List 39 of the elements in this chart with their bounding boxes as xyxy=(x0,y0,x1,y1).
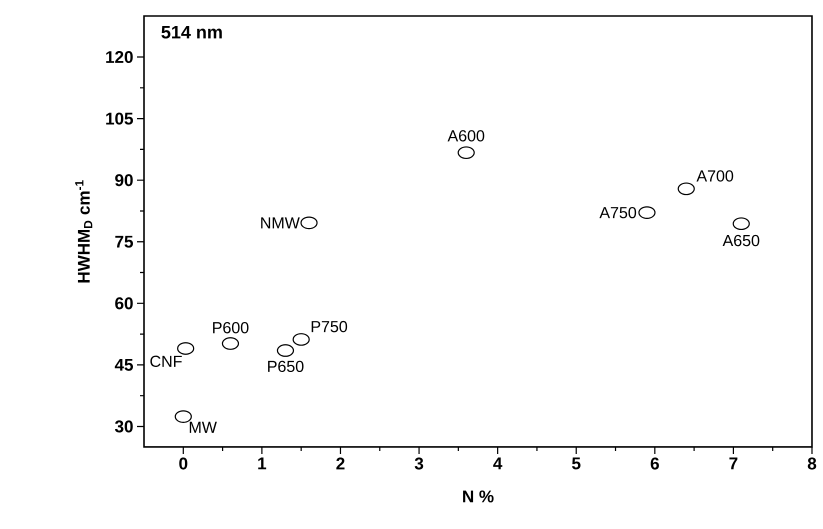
annotation: P650 xyxy=(268,360,304,372)
annotation: A650 xyxy=(722,234,760,246)
y-tick-label: 105 xyxy=(106,112,133,125)
x-tick-label: 5 xyxy=(572,458,580,470)
y-tick-label: 45 xyxy=(114,358,133,371)
annotation: 514 nm xyxy=(161,26,222,39)
point xyxy=(458,146,475,160)
x-axis-title: N % xyxy=(463,490,494,502)
x-tick-label: 4 xyxy=(493,458,502,470)
y-tick-label: 90 xyxy=(115,174,133,186)
x-tick-label: 7 xyxy=(729,458,738,470)
point xyxy=(300,216,318,230)
annotation: A700 xyxy=(696,170,734,182)
x-tick-label: 3 xyxy=(414,458,424,470)
point xyxy=(276,344,294,357)
y-tick-label: 75 xyxy=(115,236,133,248)
annotation: CNF xyxy=(150,356,182,367)
annotation: P600 xyxy=(213,322,248,334)
y-axis-title: HWHM$_{D}$ cm$^{-1}$ xyxy=(75,180,92,282)
point xyxy=(638,206,656,219)
x-tick-label: 0 xyxy=(179,458,188,470)
point xyxy=(222,337,240,350)
annotation: A750 xyxy=(599,206,636,218)
annotation: P750 xyxy=(312,320,348,332)
point xyxy=(174,410,192,423)
y-tick-label: 30 xyxy=(114,420,133,432)
x-tick-label: 1 xyxy=(258,458,266,470)
point xyxy=(292,333,310,346)
annotation: NMW xyxy=(261,217,300,228)
y-tick-label: 60 xyxy=(115,297,133,310)
y-tick-label: 120 xyxy=(106,51,133,64)
x-tick-label: 6 xyxy=(650,458,659,470)
x-tick-label: 8 xyxy=(808,458,816,470)
annotation: MW xyxy=(190,422,217,433)
point xyxy=(177,342,194,355)
point xyxy=(732,217,750,230)
annotation: A600 xyxy=(448,130,484,142)
point xyxy=(678,182,695,196)
x-tick-label: 2 xyxy=(336,458,345,470)
